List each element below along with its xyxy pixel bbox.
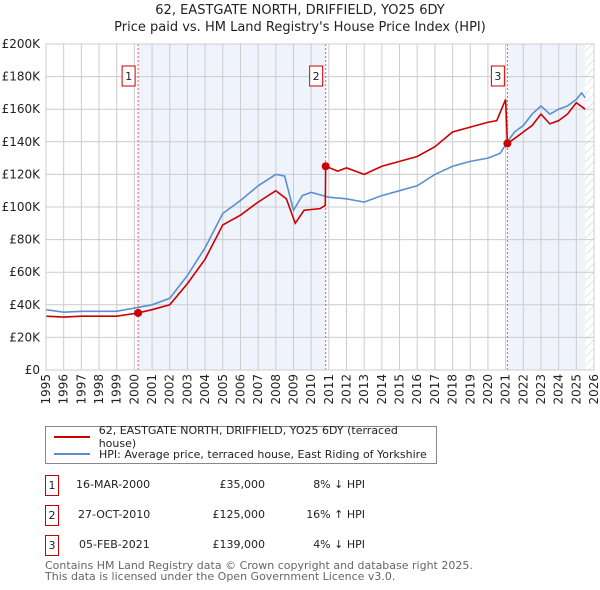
x-tick-label: 1997 — [74, 374, 88, 405]
sale-point — [134, 308, 143, 317]
x-tick-label: 2020 — [481, 374, 495, 405]
sale-hpi: 16% ↑ HPI — [306, 508, 365, 521]
footer-line: Contains HM Land Registry data © Crown c… — [45, 559, 473, 572]
y-tick-label: £20K — [9, 330, 41, 344]
x-tick-label: 1999 — [110, 374, 124, 405]
x-tick-label: 2019 — [463, 374, 477, 405]
x-tick-label: 2015 — [393, 374, 407, 405]
legend-label: 62, EASTGATE NORTH, DRIFFIELD, YO25 6DY … — [98, 424, 398, 450]
sale-price: £139,000 — [212, 538, 266, 551]
sale-point — [321, 162, 330, 171]
x-tick-label: 2004 — [198, 374, 212, 405]
x-tick-label: 2017 — [428, 374, 442, 405]
y-tick-label: £80K — [9, 233, 41, 247]
x-tick-label: 1996 — [57, 374, 71, 405]
y-tick-label: £200K — [2, 37, 42, 51]
y-tick-label: £0 — [25, 363, 40, 377]
sale-row: 2 27-OCT-2010 £125,000 16% ↑ HPI — [45, 505, 600, 526]
sale-label: 3 — [494, 70, 501, 83]
x-tick-label: 2016 — [410, 374, 424, 405]
x-tick-label: 2011 — [322, 374, 336, 405]
sale-hpi: 8% ↓ HPI — [313, 478, 365, 491]
y-tick-label: £180K — [2, 70, 42, 84]
y-tick-label: £100K — [2, 200, 42, 214]
x-tick-label: 1995 — [39, 374, 53, 405]
sale-hpi: 4% ↓ HPI — [313, 538, 365, 551]
x-tick-label: 2002 — [163, 374, 177, 405]
x-tick-label: 2009 — [286, 374, 300, 405]
x-tick-label: 2006 — [233, 374, 247, 405]
x-tick-label: 2001 — [145, 374, 159, 405]
sale-date: 27-OCT-2010 — [78, 508, 151, 521]
x-tick-label: 1998 — [92, 374, 106, 405]
x-tick-label: 2026 — [587, 374, 600, 405]
x-tick-label: 2023 — [534, 374, 548, 405]
chart-subtitle: Price paid vs. HM Land Registry's House … — [114, 20, 486, 35]
sale-row: 3 05-FEB-2021 £139,000 4% ↓ HPI — [45, 535, 600, 556]
x-tick-label: 2003 — [180, 374, 194, 405]
x-tick-label: 2000 — [127, 374, 141, 405]
y-tick-label: £160K — [2, 102, 42, 116]
y-tick-label: £120K — [2, 167, 42, 181]
x-tick-label: 2008 — [269, 374, 283, 405]
footer: Contains HM Land Registry data © Crown c… — [45, 560, 473, 582]
footer-line: This data is licensed under the Open Gov… — [45, 570, 396, 583]
sale-date: 16-MAR-2000 — [76, 478, 151, 491]
x-tick-label: 2013 — [357, 374, 371, 405]
sale-price: £35,000 — [219, 478, 266, 491]
sale-label-box — [309, 65, 324, 87]
sale-point — [503, 139, 512, 148]
x-tick-label: 2025 — [569, 374, 583, 405]
sale-date: 05-FEB-2021 — [79, 538, 150, 551]
y-tick-label: £40K — [9, 298, 41, 312]
chart-title: 62, EASTGATE NORTH, DRIFFIELD, YO25 6DY — [155, 3, 445, 18]
sale-price: £125,000 — [212, 508, 266, 521]
chart-plot: 1995 1996 1997 1998 1999 2000 2001 2002 2003 2004… — [2, 37, 600, 405]
x-tick-label: 2018 — [446, 374, 460, 405]
series-line-hpi — [45, 91, 586, 313]
x-tick-label: 2021 — [499, 374, 513, 405]
x-tick-label: 2012 — [340, 374, 354, 405]
sale-row: 1 16-MAR-2000 £35,000 8% ↓ HPI — [45, 475, 600, 496]
y-tick-label: £60K — [9, 265, 41, 279]
sale-marker: 1 — [45, 475, 59, 496]
x-tick-label: 2010 — [304, 374, 318, 405]
sale-marker: 2 — [45, 505, 59, 526]
plot-border — [45, 43, 595, 371]
legend: 62, EASTGATE NORTH, DRIFFIELD, YO25 6DY … — [45, 424, 437, 464]
y-tick-label: £140K — [2, 135, 42, 149]
series-line-property — [45, 99, 586, 318]
x-tick-label: 2022 — [516, 374, 530, 405]
x-tick-label: 2014 — [375, 374, 389, 405]
x-tick-label: 2007 — [251, 374, 265, 405]
sale-label: 1 — [125, 70, 132, 83]
x-tick-label: 2024 — [552, 374, 566, 405]
legend-item-property: 62, EASTGATE NORTH, DRIFFIELD, YO25 6DY … — [54, 424, 436, 450]
sale-marker: 3 — [45, 535, 59, 556]
sale-label: 2 — [313, 70, 320, 83]
sale-label-box — [490, 65, 505, 87]
sale-label-box — [121, 65, 136, 87]
legend-label: HPI: Average price, terraced house, East… — [99, 447, 427, 461]
x-tick-label: 2005 — [216, 374, 230, 405]
legend-item-hpi: HPI: Average price, terraced house, East… — [54, 445, 427, 463]
